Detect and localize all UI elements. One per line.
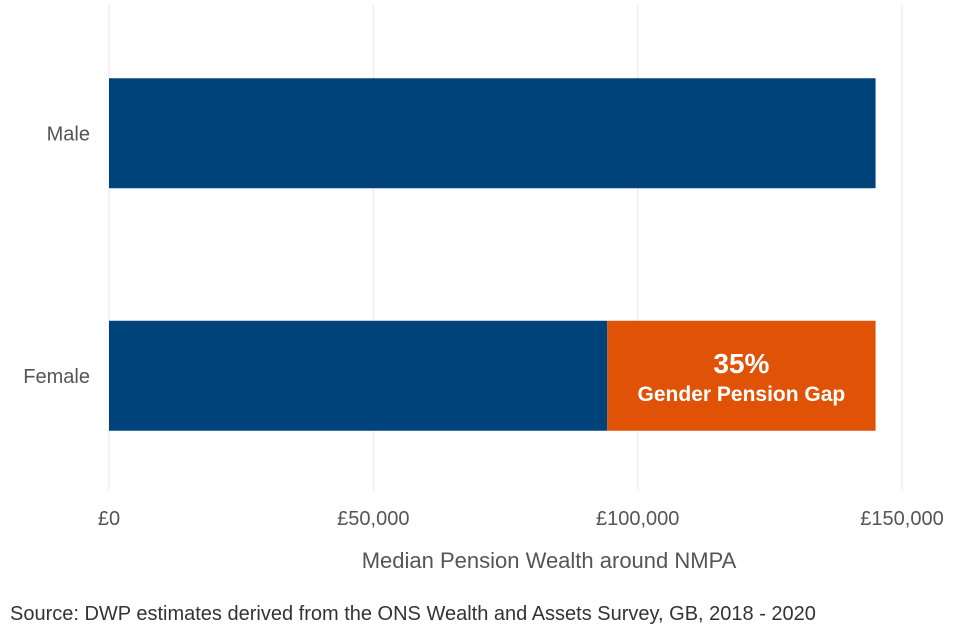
bars: [109, 78, 876, 431]
gap-percent-label: 35%: [713, 348, 769, 379]
x-tick-label-2: £100,000: [596, 508, 679, 530]
x-tick-label-0: £0: [98, 508, 120, 530]
category-label-female: Female: [23, 366, 90, 388]
x-tick-labels: £0 £50,000 £100,000 £150,000: [98, 508, 944, 530]
category-label-male: Male: [47, 123, 90, 145]
x-tick-label-1: £50,000: [337, 508, 409, 530]
bar-female-segment-0: [109, 320, 608, 431]
x-axis-title: Median Pension Wealth around NMPA: [362, 548, 737, 573]
bar-female-segment-1: [607, 320, 876, 431]
x-tick-label-3: £150,000: [860, 508, 943, 530]
gap-description-label: Gender Pension Gap: [638, 383, 846, 406]
category-labels: Male Female: [23, 123, 90, 388]
source-note: Source: DWP estimates derived from the O…: [10, 603, 816, 625]
bar-male-segment-0: [109, 78, 876, 189]
gap-annotation: 35% Gender Pension Gap: [638, 348, 846, 406]
